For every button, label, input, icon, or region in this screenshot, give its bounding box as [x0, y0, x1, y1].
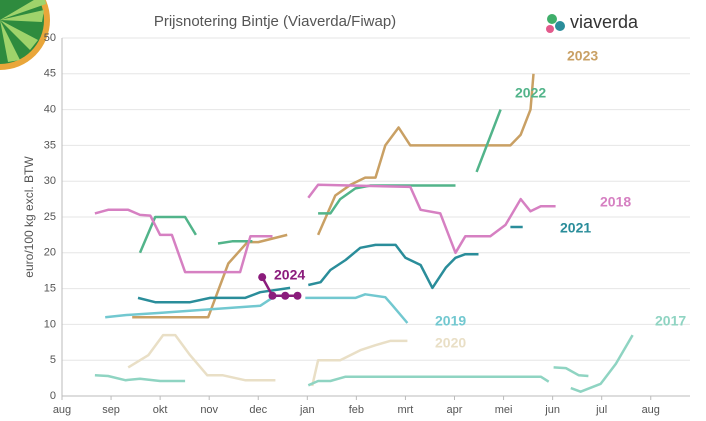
series-label: 2022 — [515, 85, 546, 101]
x-tick-label: okt — [153, 404, 168, 416]
y-tick-label: 15 — [44, 283, 56, 295]
point — [281, 291, 290, 300]
point — [293, 291, 302, 300]
x-tick-label: aug — [53, 404, 71, 416]
series-label: 2023 — [567, 48, 598, 64]
x-tick-label: apr — [447, 404, 463, 416]
y-tick-label: 0 — [50, 390, 56, 402]
x-tick-label: mrt — [397, 404, 413, 416]
x-tick-label: jan — [299, 404, 315, 416]
x-tick-label: sep — [102, 404, 120, 416]
series-line — [127, 333, 408, 387]
y-tick-label: 50 — [44, 32, 56, 44]
point — [268, 291, 277, 300]
series-line — [94, 183, 556, 274]
y-tick-label: 20 — [44, 247, 56, 259]
series-line — [137, 225, 523, 304]
x-tick-label: dec — [249, 404, 267, 416]
series-label: 2024 — [274, 267, 305, 283]
y-tick-label: 45 — [44, 68, 56, 80]
brand-logo — [546, 14, 565, 33]
x-tick-label: jul — [595, 404, 607, 416]
series-line — [94, 334, 634, 393]
series-label: 2020 — [435, 335, 466, 351]
point — [258, 273, 267, 282]
x-tick-label: mei — [495, 404, 513, 416]
y-tick-label: 25 — [44, 211, 56, 223]
corner-logo — [0, 0, 50, 70]
x-tick-label: aug — [642, 404, 660, 416]
brand: viaverda — [570, 12, 639, 32]
y-tick-label: 10 — [44, 318, 56, 330]
series-line — [138, 109, 502, 254]
chart-title: Prijsnotering Bintje (Viaverda/Fiwap) — [154, 13, 396, 30]
y-tick-label: 40 — [44, 104, 56, 116]
series-label: 2018 — [600, 194, 631, 210]
x-tick-label: feb — [349, 404, 364, 416]
series-line — [105, 293, 409, 324]
y-tick-label: 35 — [44, 139, 56, 151]
y-tick-label: 5 — [50, 354, 56, 366]
x-tick-label: nov — [200, 404, 218, 416]
y-tick-label: 30 — [44, 175, 56, 187]
x-tick-label: jun — [544, 404, 560, 416]
series-label: 2021 — [560, 220, 591, 236]
series-label: 2017 — [655, 313, 686, 329]
y-axis-label: euro/100 kg excl. BTW — [22, 156, 36, 278]
series-label: 2019 — [435, 313, 466, 329]
series-line — [261, 276, 298, 298]
series-line — [132, 73, 535, 319]
